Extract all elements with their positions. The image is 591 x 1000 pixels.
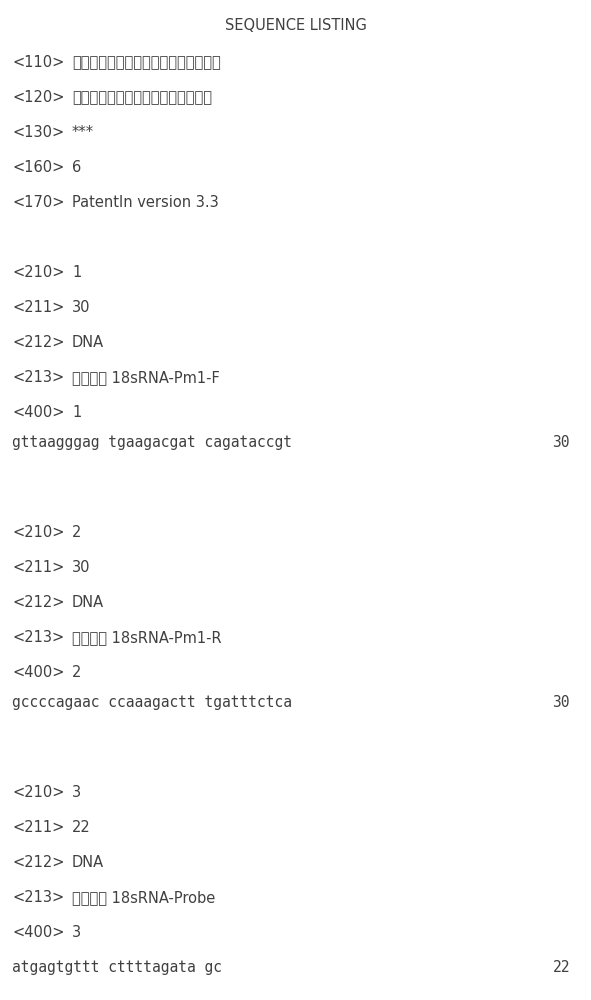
Text: 22: 22 — [72, 820, 91, 835]
Text: 30: 30 — [553, 435, 570, 450]
Text: <170>: <170> — [12, 195, 64, 210]
Text: ***: *** — [72, 125, 94, 140]
Text: <213>: <213> — [12, 370, 64, 385]
Text: <213>: <213> — [12, 630, 64, 645]
Text: <110>: <110> — [12, 55, 64, 70]
Text: <400>: <400> — [12, 665, 64, 680]
Text: <120>: <120> — [12, 90, 64, 105]
Text: DNA: DNA — [72, 595, 104, 610]
Text: <211>: <211> — [12, 560, 64, 575]
Text: <400>: <400> — [12, 405, 64, 420]
Text: 人工序列 18sRNA-Pm1-R: 人工序列 18sRNA-Pm1-R — [72, 630, 222, 645]
Text: 2: 2 — [72, 525, 82, 540]
Text: <213>: <213> — [12, 890, 64, 905]
Text: <211>: <211> — [12, 820, 64, 835]
Text: <211>: <211> — [12, 300, 64, 315]
Text: <400>: <400> — [12, 925, 64, 940]
Text: 30: 30 — [72, 560, 90, 575]
Text: <130>: <130> — [12, 125, 64, 140]
Text: <212>: <212> — [12, 335, 64, 350]
Text: 1: 1 — [72, 265, 81, 280]
Text: SEQUENCE LISTING: SEQUENCE LISTING — [225, 18, 366, 33]
Text: <210>: <210> — [12, 525, 64, 540]
Text: 3: 3 — [72, 785, 81, 800]
Text: 人工序列 18sRNA-Pm1-F: 人工序列 18sRNA-Pm1-F — [72, 370, 220, 385]
Text: <212>: <212> — [12, 595, 64, 610]
Text: <160>: <160> — [12, 160, 64, 175]
Text: <210>: <210> — [12, 785, 64, 800]
Text: <212>: <212> — [12, 855, 64, 870]
Text: 一种快速灵敏的三日痟原虫检测方法: 一种快速灵敏的三日痟原虫检测方法 — [72, 90, 212, 105]
Text: 6: 6 — [72, 160, 81, 175]
Text: DNA: DNA — [72, 855, 104, 870]
Text: 1: 1 — [72, 405, 81, 420]
Text: 30: 30 — [553, 695, 570, 710]
Text: DNA: DNA — [72, 335, 104, 350]
Text: <210>: <210> — [12, 265, 64, 280]
Text: 22: 22 — [553, 960, 570, 975]
Text: 3: 3 — [72, 925, 81, 940]
Text: PatentIn version 3.3: PatentIn version 3.3 — [72, 195, 219, 210]
Text: gccccagaac ccaaagactt tgatttctca: gccccagaac ccaaagactt tgatttctca — [12, 695, 292, 710]
Text: 30: 30 — [72, 300, 90, 315]
Text: 人工序列 18sRNA-Probe: 人工序列 18sRNA-Probe — [72, 890, 215, 905]
Text: 中华人民共和国上海出入境检验检疫局: 中华人民共和国上海出入境检验检疫局 — [72, 55, 221, 70]
Text: 2: 2 — [72, 665, 82, 680]
Text: atgagtgttt cttttagata gc: atgagtgttt cttttagata gc — [12, 960, 222, 975]
Text: gttaagggag tgaagacgat cagataccgt: gttaagggag tgaagacgat cagataccgt — [12, 435, 292, 450]
